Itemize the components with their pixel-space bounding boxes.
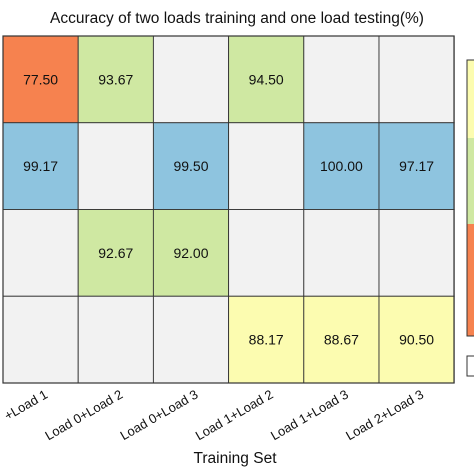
legend-box: [466, 355, 474, 377]
heatmap-cell-r3-c5: [378, 295, 455, 384]
heatmap-cell-r1-c4: [303, 122, 380, 210]
heatmap-cell-r2-c4: [303, 209, 380, 297]
cell-value-label: 92.67: [98, 245, 133, 261]
heatmap-cell-r1-c1: [77, 122, 154, 210]
heatmap-cell-r1-c5: [378, 122, 455, 210]
cell-value-label: 97.17: [399, 158, 434, 174]
heatmap-cells: [2, 35, 455, 384]
cell-value-label: 90.50: [399, 332, 434, 348]
plot-frame: [2, 35, 455, 384]
x-tick-label: Load 2+Load 3: [343, 387, 426, 444]
cell-value-label: 93.67: [98, 71, 133, 87]
chart-title: Accuracy of two loads training and one l…: [50, 10, 424, 27]
x-tick-label: Load 1+Load 2: [193, 387, 276, 444]
heatmap-cell-r3-c2: [152, 295, 230, 384]
colorbar-segment: [467, 60, 474, 138]
heatmap-cell-r1-c2: [152, 122, 230, 210]
heatmap-cell-r3-c4: [303, 295, 380, 384]
colorbar-border: [466, 59, 474, 337]
cell-value-label: 94.50: [249, 71, 284, 87]
cell-value-label: 88.67: [324, 332, 359, 348]
heatmap-cell-r0-c4: [303, 35, 380, 124]
x-tick-label: Load 0+Load 3: [118, 387, 201, 444]
cell-value-label: 100.00: [320, 158, 363, 174]
cell-value-label: 77.50: [23, 71, 58, 87]
heatmap-cell-r2-c0: [2, 209, 79, 297]
heatmap-cell-r3-c1: [77, 295, 154, 384]
legend-colorbar: [466, 59, 474, 377]
heatmap-cell-r3-c0: [2, 295, 79, 384]
heatmap-cell-r0-c2: [152, 35, 230, 124]
colorbar-segment: [467, 224, 474, 336]
heatmap-cell-r2-c1: [77, 209, 154, 297]
heatmap-cell-r2-c3: [228, 209, 305, 297]
colorbar-segment: [467, 138, 474, 224]
x-tick-label: Load 1+Load 3: [268, 387, 351, 444]
heatmap-cell-r1-c3: [228, 122, 305, 210]
x-axis-title: Training Set: [193, 450, 277, 467]
cell-value-label: 99.17: [23, 158, 58, 174]
cell-value-label: 88.17: [249, 332, 284, 348]
x-tick-label: +Load 1: [2, 387, 51, 424]
heatmap-cell-r2-c5: [378, 209, 455, 297]
cell-value-label: 92.00: [173, 245, 208, 261]
cell-value-label: 99.50: [173, 158, 208, 174]
heatmap-cell-r2-c2: [152, 209, 230, 297]
heatmap-cell-r0-c5: [378, 35, 455, 124]
heatmap-cell-labels: 77.50 93.67 94.50 99.17 99.50 100.00 97.17 92.6…: [23, 71, 434, 347]
x-tick-label: Load 0+Load 2: [42, 387, 125, 444]
